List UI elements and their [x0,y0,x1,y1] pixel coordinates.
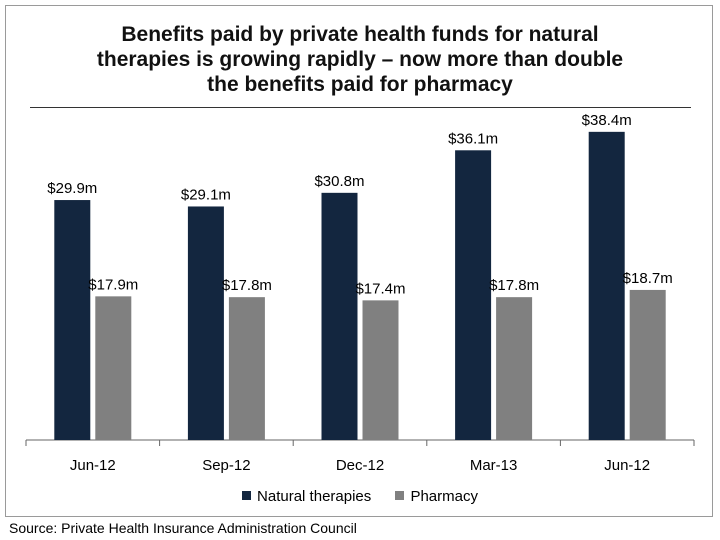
chart-title-line-3: the benefits paid for pharmacy [207,73,513,96]
chart-title: Benefits paid by private health funds fo… [0,22,720,97]
data-label-natural-therapies: $30.8m [314,173,364,190]
data-label-natural-therapies: $29.9m [47,180,97,197]
legend-swatch-pharmacy [395,491,405,500]
bar-natural-therapies [588,131,625,440]
data-label-pharmacy: $17.9m [88,276,138,293]
x-tick-label: Jun-12 [70,457,116,474]
chart-title-line-1: Benefits paid by private health funds fo… [121,23,599,46]
chart-title-line-2: therapies is growing rapidly – now more … [96,48,624,71]
chart-frame [5,5,713,517]
bar-natural-therapies [321,192,358,440]
title-divider [30,107,691,108]
legend: Natural therapies Pharmacy [0,488,720,506]
x-tick-label: Jun-12 [604,457,650,474]
source-note: Source: Private Health Insurance Adminis… [9,520,357,536]
data-label-pharmacy: $17.8m [489,277,539,294]
bar-pharmacy [228,297,265,440]
legend-item-natural-therapies: Natural therapies [242,488,371,506]
x-tick-label: Mar-13 [470,457,518,474]
bar-pharmacy [496,297,533,440]
data-label-pharmacy: $17.8m [222,277,272,294]
legend-swatch-natural-therapies [242,491,252,500]
bar-natural-therapies [54,200,91,440]
x-tick-label: Sep-12 [202,457,250,474]
legend-item-pharmacy: Pharmacy [395,488,478,506]
x-tick-label: Dec-12 [336,457,384,474]
data-label-natural-therapies: $38.4m [582,112,632,129]
legend-label-natural-therapies: Natural therapies [257,488,372,505]
bar-pharmacy [629,289,666,440]
bar-pharmacy [95,296,132,440]
legend-label-pharmacy: Pharmacy [410,488,478,505]
data-label-pharmacy: $17.4m [355,280,405,297]
data-label-natural-therapies: $29.1m [181,186,231,203]
bar-natural-therapies [187,206,224,440]
data-label-natural-therapies: $36.1m [448,130,498,147]
bar-pharmacy [362,300,399,440]
bar-natural-therapies [455,150,492,441]
data-label-pharmacy: $18.7m [623,270,673,287]
